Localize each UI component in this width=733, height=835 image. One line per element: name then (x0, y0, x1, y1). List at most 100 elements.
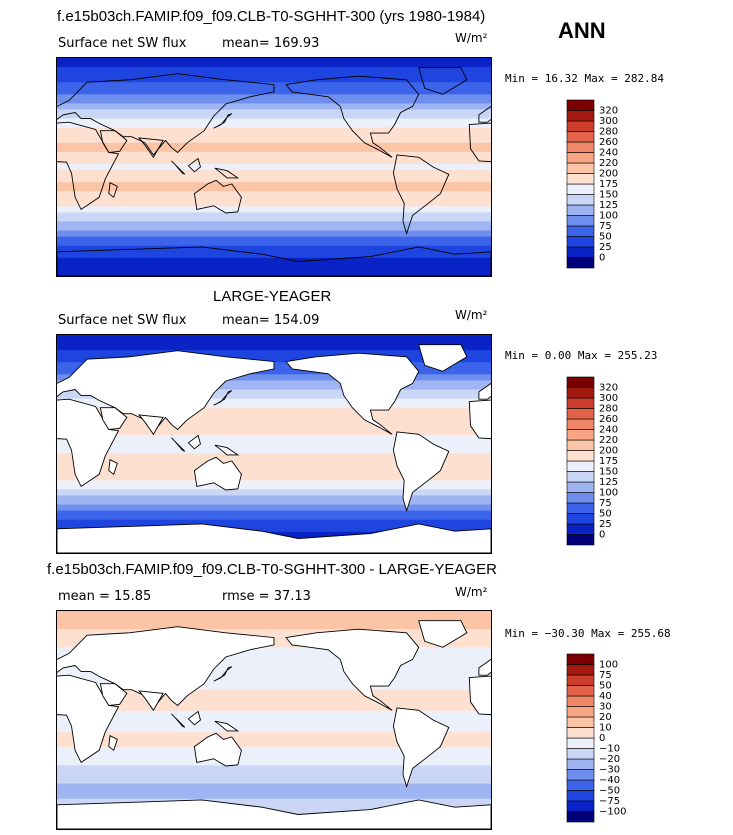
zonal-band (57, 395, 491, 400)
zonal-band (57, 203, 491, 207)
panel-3-mean-label: mean = 15.85 (58, 589, 152, 604)
zonal-band (57, 653, 491, 658)
colorbar-swatch (566, 215, 595, 227)
borneo-land (187, 157, 202, 173)
zonal-band (57, 272, 491, 276)
colorbar-tick-label: −50 (599, 786, 620, 797)
zonal-band (57, 136, 491, 141)
panel-1-title: f.e15b03ch.FAMIP.f09_f09.CLB-T0-SGHHT-30… (57, 8, 486, 25)
zonal-band (57, 386, 491, 391)
panel-2-mean-label: mean= 154.09 (222, 313, 320, 328)
zonal-band (57, 507, 491, 512)
zonal-band (57, 76, 491, 80)
zonal-band (57, 665, 491, 670)
colorbar-swatch (566, 716, 595, 728)
zonal-band (57, 689, 491, 694)
colorbar-swatch (566, 492, 595, 504)
zonal-band (57, 248, 491, 253)
zonal-band (57, 632, 491, 636)
panel-2-colorbar: 320 300 280 260 240 220 200 175 150 125 100 75 50 25 0 (566, 376, 627, 549)
colorbar-swatch (566, 439, 595, 451)
zonal-band (57, 242, 491, 247)
zonal-band (57, 133, 491, 138)
panel-1-map (56, 57, 492, 277)
colorbar-tick-label: 30 (599, 702, 612, 713)
zonal-band (57, 94, 491, 98)
colorbar-tick-label: 150 (599, 190, 618, 201)
colorbar-swatch (566, 99, 595, 111)
zonal-band (57, 269, 491, 274)
zonal-band (57, 459, 491, 463)
zonal-band (57, 130, 491, 135)
colorbar-tick-label: 125 (599, 477, 618, 488)
zonal-band (57, 106, 491, 111)
colorbar-swatch (566, 737, 595, 749)
zonal-band (57, 528, 491, 533)
zonal-band (57, 64, 491, 68)
zonal-band (57, 671, 491, 676)
zonal-band (57, 380, 491, 385)
zonal-band (57, 477, 491, 481)
zonal-band (57, 692, 491, 697)
eurasia-land (57, 626, 275, 709)
zonal-band (57, 483, 491, 487)
colorbar-swatch (566, 152, 595, 164)
zonal-band (57, 522, 491, 527)
madagascar-land (108, 459, 118, 476)
eurasia-land (478, 382, 491, 400)
zonal-band (57, 626, 491, 630)
zonal-band (57, 121, 491, 126)
africa-land (468, 122, 491, 163)
colorbar-swatch (566, 523, 595, 535)
zonal-band (57, 224, 491, 229)
zonal-band (57, 783, 491, 788)
zonal-band (57, 356, 491, 360)
colorbar-tick-label: 100 (599, 660, 618, 671)
zonal-band (57, 650, 491, 654)
zonal-band (57, 704, 491, 709)
zonal-band (57, 677, 491, 682)
zonal-band (57, 416, 491, 421)
zonal-band (57, 468, 491, 472)
zonal-band (57, 789, 491, 794)
colorbar-swatch (566, 779, 595, 791)
colorbar-swatch (566, 769, 595, 781)
zonal-band (57, 215, 491, 220)
zonal-band (57, 263, 491, 268)
panel-1-map-canvas (57, 58, 491, 276)
zonal-band (57, 338, 491, 342)
zonal-band (57, 350, 491, 354)
arabia-land (99, 683, 128, 706)
zonal-band (57, 151, 491, 156)
colorbar-swatch (566, 418, 595, 430)
north-america-land (285, 352, 420, 435)
zonal-band (57, 474, 491, 478)
india-land (137, 137, 164, 159)
colorbar-swatch (566, 800, 595, 812)
colorbar-tick-label: 280 (599, 404, 618, 415)
zonal-band (57, 103, 491, 108)
zonal-band (57, 389, 491, 394)
zonal-band (57, 401, 491, 406)
panel-1-colorbar: 320 300 280 260 240 220 200 175 150 125 100 75 50 25 0 (566, 99, 627, 272)
zonal-band (57, 686, 491, 691)
panel-2-minmax: Min = 0.00 Max = 255.23 (505, 349, 658, 362)
zonal-band (57, 61, 491, 65)
panel-3-map-canvas (57, 611, 491, 829)
zonal-band (57, 359, 491, 363)
zonal-band (57, 428, 491, 433)
zonal-band (57, 759, 491, 763)
colorbar-tick-label: 20 (599, 712, 612, 723)
zonal-band (57, 425, 491, 430)
zonal-band (57, 154, 491, 159)
zonal-band (57, 440, 491, 445)
zonal-band (57, 419, 491, 424)
zonal-band (57, 698, 491, 703)
colorbar-tick-label: 75 (599, 670, 612, 681)
zonal-band (57, 377, 491, 382)
zonal-band (57, 777, 491, 782)
zonal-band (57, 148, 491, 153)
zonal-band (57, 644, 491, 648)
colorbar-swatch (566, 513, 595, 525)
colorbar-swatch (566, 204, 595, 216)
